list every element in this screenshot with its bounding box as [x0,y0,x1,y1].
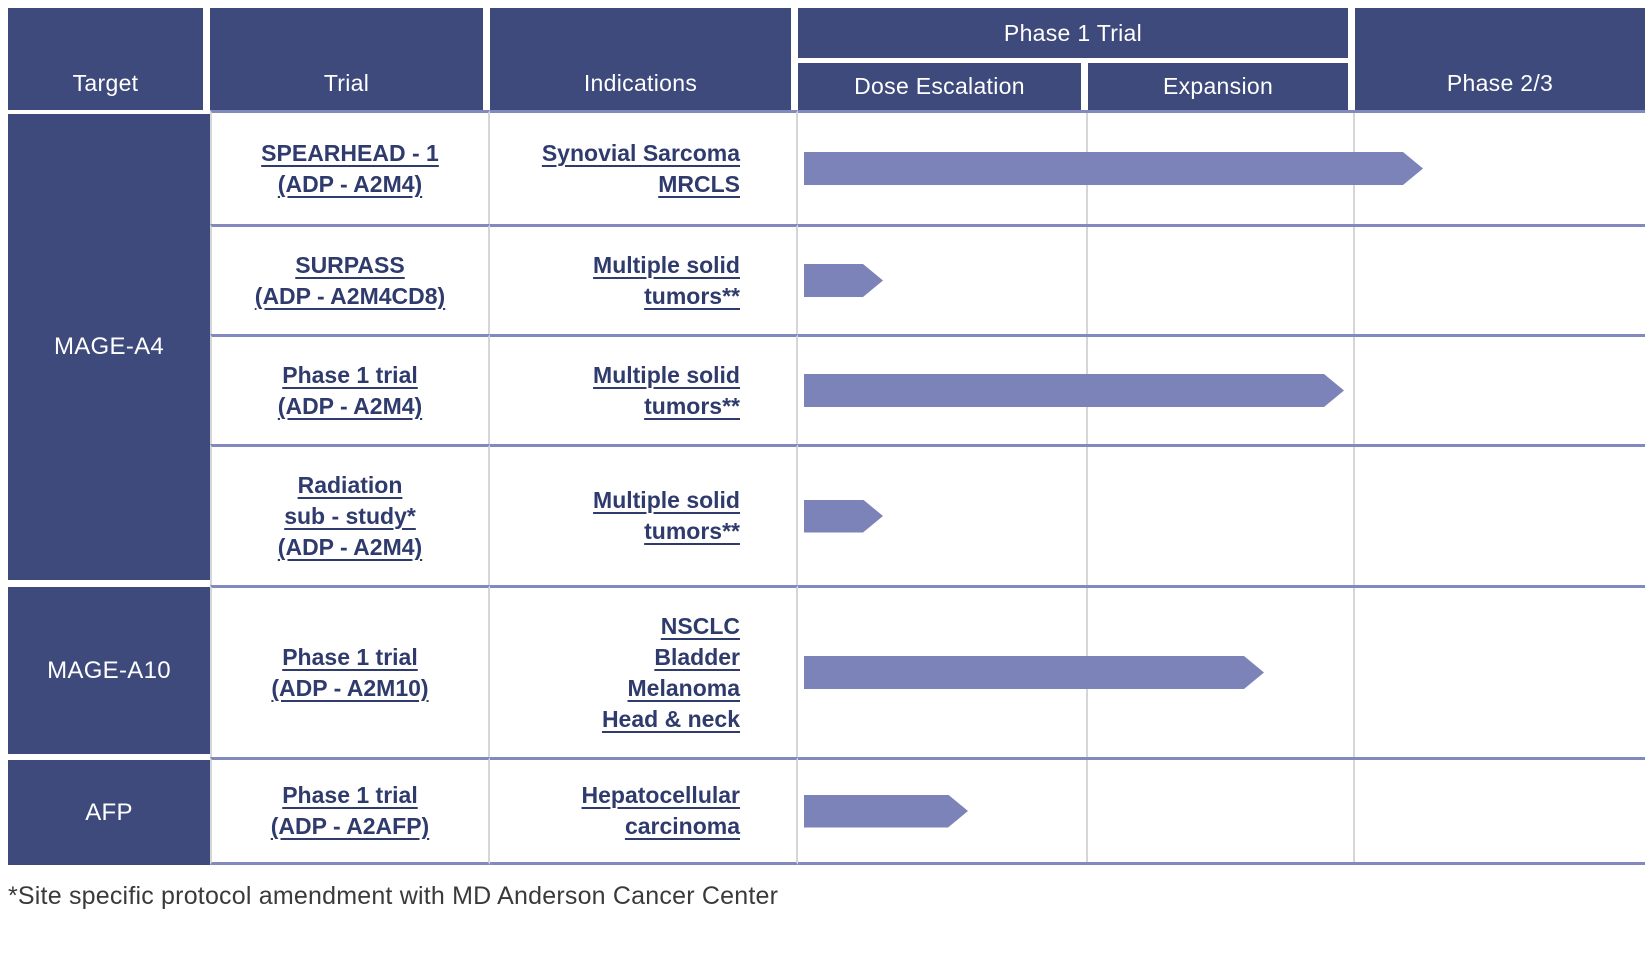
target-cell-mage-a4: MAGE-A4 [8,114,210,580]
indications-cell: NSCLC Bladder Melanoma Head & neck [490,585,798,757]
target-cell-afp: AFP [8,760,210,865]
phase-track [798,444,1645,585]
header-phase-2-3: Phase 2/3 [1355,8,1645,110]
header-indications: Indications [490,8,791,110]
trial-cell: Phase 1 trial (ADP - A2M10) [210,585,490,757]
trial-link-spearhead-1[interactable]: SPEARHEAD - 1 (ADP - A2M4) [261,139,439,197]
indication-link-multiple-solid-tumors[interactable]: Multiple solid tumors** [593,487,740,544]
trial-link-surpass[interactable]: SURPASS (ADP - A2M4CD8) [254,251,446,309]
trial-cell: Phase 1 trial (ADP - A2AFP) [210,757,490,865]
phase-track [798,585,1645,757]
indications-cell: Multiple solid tumors** [490,444,798,585]
table-header: Target Trial Indications Phase 1 Trial D… [8,8,1645,110]
header-phase1-trial: Phase 1 Trial [798,8,1348,58]
progress-arrow [804,500,883,533]
indication-link-multiple-solid-tumors[interactable]: Multiple solid tumors** [593,251,740,309]
indications-cell: Hepatocellular carcinoma [490,757,798,865]
trial-cell: Radiation sub - study* (ADP - A2M4) [210,444,490,585]
trial-link-radiation-sub-study[interactable]: Radiation sub - study* (ADP - A2M4) [277,471,423,560]
indication-link-hepatocellular-carcinoma[interactable]: Hepatocellular carcinoma [581,782,741,839]
clinical-pipeline-table: Target Trial Indications Phase 1 Trial D… [8,8,1645,865]
trial-link-phase1-a2m4[interactable]: Phase 1 trial (ADP - A2M4) [277,361,423,419]
indication-link-nsclc-bladder-melanoma-head-neck[interactable]: NSCLC Bladder Melanoma Head & neck [601,612,740,732]
indications-cell: Multiple solid tumors** [490,334,798,444]
table-body: MAGE-A4 MAGE-A10 AFP SPEARHEAD - 1 (ADP … [8,110,1645,865]
phase-track [798,334,1645,444]
indication-link-synovial-sarcoma[interactable]: Synovial Sarcoma MRCLS [541,139,740,197]
header-trial: Trial [210,8,483,110]
header-expansion: Expansion [1088,63,1348,110]
trial-link-phase1-a2afp[interactable]: Phase 1 trial (ADP - A2AFP) [270,782,430,839]
phase-track [798,757,1645,865]
progress-arrow [804,152,1423,185]
trial-cell: Phase 1 trial (ADP - A2M4) [210,334,490,444]
progress-arrow [804,264,883,297]
header-dose-escalation: Dose Escalation [798,63,1081,110]
indications-cell: Synovial Sarcoma MRCLS [490,110,798,224]
phase-track [798,110,1645,224]
progress-arrow [804,795,968,828]
progress-arrow [804,374,1344,407]
target-cell-mage-a10: MAGE-A10 [8,587,210,754]
header-target: Target [8,8,203,110]
trial-cell: SURPASS (ADP - A2M4CD8) [210,224,490,334]
trial-link-phase1-a2m10[interactable]: Phase 1 trial (ADP - A2M10) [271,643,429,701]
phase-track [798,224,1645,334]
trial-cell: SPEARHEAD - 1 (ADP - A2M4) [210,110,490,224]
indication-link-multiple-solid-tumors[interactable]: Multiple solid tumors** [593,361,740,419]
footnote-site-specific: *Site specific protocol amendment with M… [8,882,779,910]
progress-arrow [804,656,1264,689]
indications-cell: Multiple solid tumors** [490,224,798,334]
